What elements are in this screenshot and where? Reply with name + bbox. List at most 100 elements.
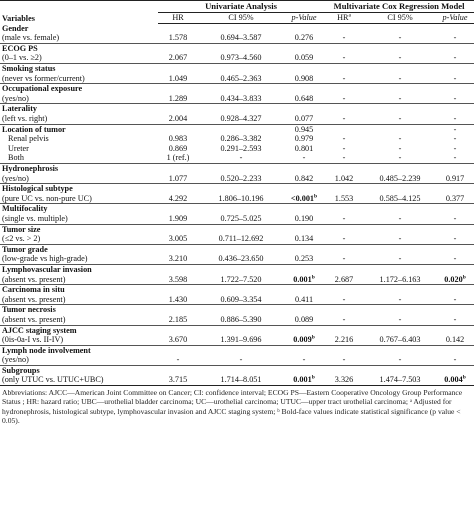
significance-sup: b <box>311 374 315 381</box>
pvalue-adjusted-cell: - <box>453 143 457 153</box>
pvalue-adjusted-cell: - <box>436 43 474 65</box>
ci-cell: 0.973–4.560 <box>198 43 284 65</box>
pvalue: 0.253 <box>294 254 314 264</box>
abbreviations-footnote: Abbreviations: AJCC—American Joint Commi… <box>2 388 463 426</box>
ci-cell: - <box>198 153 284 165</box>
pvalue: 0.004 <box>444 375 463 385</box>
hr-adjusted-cell: - <box>324 244 365 265</box>
ci-adjusted-cell: 1.474–7.503 <box>364 365 437 387</box>
table-row: Laterality (left vs. right) 2.004 0.928–4.3… <box>0 103 474 125</box>
location-subrow: Ureter 0.869 0.291–2.593 0.801 - - - <box>0 144 474 154</box>
hr-cell: 1.049 <box>158 63 198 85</box>
pvalue-cell: 0.009b <box>284 325 325 346</box>
variable-comparison: (yes/no) <box>2 355 29 365</box>
hr-adjusted-cell: - <box>324 153 365 165</box>
variable-name: Lymphovascular invasion <box>2 264 92 274</box>
hr-cell: 3.210 <box>158 244 198 265</box>
ci-adjusted-cell: - <box>364 153 437 165</box>
variable-cell: Tumor size (≤2 vs. > 2) <box>0 224 158 245</box>
table-row: Multifocality (single vs. multiple) 1.909 0… <box>0 203 474 225</box>
pvalue-adjusted-cell: - <box>436 103 474 125</box>
pvalue-cell: - <box>284 153 325 165</box>
pvalue: - <box>302 355 306 365</box>
significance-sup: b <box>314 193 318 200</box>
ci-cell: 0.436–23.650 <box>198 244 284 265</box>
hr-cell: 2.185 <box>158 304 198 326</box>
pvalue: - <box>453 213 457 223</box>
hr-header: HR <box>158 12 198 25</box>
variable-name: Tumor size <box>2 224 41 234</box>
pvalue-cell: 0.089 <box>284 304 325 326</box>
variable-comparison: (single vs. multiple) <box>2 213 68 223</box>
pvalue-header: p-Value <box>284 12 325 25</box>
hr-adjusted-cell: - <box>324 63 365 85</box>
ci-header: CI 95% <box>198 12 284 25</box>
variable-name: Lymph node involvement <box>2 345 91 355</box>
pvalue-adjusted-cell: 0.142 <box>436 325 474 346</box>
hr-adjusted-sup: a <box>348 11 351 18</box>
variable-comparison: (only UTUC vs. UTUC+UBC) <box>2 375 104 385</box>
ci-cell: 0.434–3.833 <box>198 83 284 105</box>
table-body: Gender (male vs. female) 1.578 0.694–3.587 0… <box>0 23 474 387</box>
pvalue-cell: 0.842 <box>284 163 325 185</box>
hr-adjusted-cell: - <box>324 23 365 44</box>
hr-cell: 1.077 <box>158 163 198 185</box>
variable-comparison: (never vs former/current) <box>2 73 85 83</box>
pvalue-adjusted-cell: - <box>436 345 474 366</box>
pvalue: 0.134 <box>294 234 314 244</box>
pvalue: 0.411 <box>294 294 314 304</box>
location-subrow: Both 1 (ref.) - - - - - <box>0 153 474 165</box>
pvalue-adjusted-cell: - <box>453 134 457 144</box>
hr-adjusted-cell: - <box>324 83 365 105</box>
variable-cell: Subgroups (only UTUC vs. UTUC+UBC) <box>0 365 158 387</box>
ci-adjusted-cell: - <box>364 43 437 65</box>
location-label: Ureter <box>8 143 29 153</box>
variable-name: ECOG PS <box>2 43 38 53</box>
hr-adjusted-cell: - <box>342 143 346 153</box>
ci-adjusted-cell: 1.172–6.163 <box>364 264 437 286</box>
pvalue-cell: - <box>284 345 325 366</box>
variable-comparison: (0is-0a-I vs. II-IV) <box>2 335 64 345</box>
pvalue-adjusted-cell: - <box>436 23 474 44</box>
variable-cell: Tumor grade (low-grade vs high-grade) <box>0 244 158 265</box>
ci-cell: 0.609–3.354 <box>198 284 284 306</box>
pvalue-adjusted-cell: - <box>436 83 474 105</box>
variable-cell: Lymphovascular invasion (absent vs. prese… <box>0 264 158 286</box>
pvalue-cell: 0.979 <box>294 134 314 144</box>
table-row: Tumor grade (low-grade vs high-grade) 3.21… <box>0 244 474 265</box>
hr-adjusted-cell: - <box>324 345 365 366</box>
hr-cell: 3.715 <box>158 365 198 387</box>
ci-cell: 0.465–2.363 <box>198 63 284 85</box>
hr-cell: 1.430 <box>158 284 198 306</box>
variable-cell: AJCC staging system (0is-0a-I vs. II-IV) <box>0 325 158 346</box>
pvalue: 0.917 <box>445 173 465 183</box>
ci-adjusted-cell: - <box>364 224 437 245</box>
hr-adjusted-cell: - <box>324 224 365 245</box>
variable-name: AJCC staging system <box>2 325 77 335</box>
ci-cell <box>198 124 284 134</box>
multivariate-header: Multivariate Cox Regression Model <box>324 0 474 13</box>
pvalue: 0.377 <box>445 193 465 203</box>
variable-comparison: (male vs. female) <box>2 33 60 43</box>
table-row: ECOG PS (0–1 vs. ≥2) 2.067 0.973–4.560 0.059… <box>0 43 474 65</box>
pvalue: 0.089 <box>294 314 314 324</box>
table-row: Tumor necrosis (absent vs. present) 2.185 0… <box>0 304 474 326</box>
table-row: Carcinoma in situ (absent vs. present) 1.4… <box>0 284 474 306</box>
pvalue-adjusted-cell: 0.377 <box>436 183 474 205</box>
cox-regression-table: Variables Univariate Analysis Multivaria… <box>0 0 474 426</box>
variable-name: Location of tumor <box>2 124 66 134</box>
ci-adjusted-cell: - <box>364 345 437 366</box>
variable-comparison: (absent vs. present) <box>2 294 66 304</box>
variable-name: Hydronephrosis <box>2 164 59 173</box>
hr-adjusted-cell: 1.042 <box>324 163 365 185</box>
ci-cell: 0.725–5.025 <box>198 203 284 225</box>
hr-adjusted-cell: 2.216 <box>324 325 365 346</box>
ci-adjusted-cell <box>364 124 436 134</box>
pvalue: 0.142 <box>445 335 465 345</box>
variable-cell: Lymph node involvement (yes/no) <box>0 345 158 366</box>
table-row: AJCC staging system (0is-0a-I vs. II-IV) 3… <box>0 325 474 346</box>
ci-adjusted-cell: 0.767–6.403 <box>364 325 437 346</box>
pvalue-adjusted-cell: - <box>436 284 474 306</box>
variable-comparison: (0–1 vs. ≥2) <box>2 53 42 63</box>
ci-adjusted-cell: - <box>398 134 402 144</box>
